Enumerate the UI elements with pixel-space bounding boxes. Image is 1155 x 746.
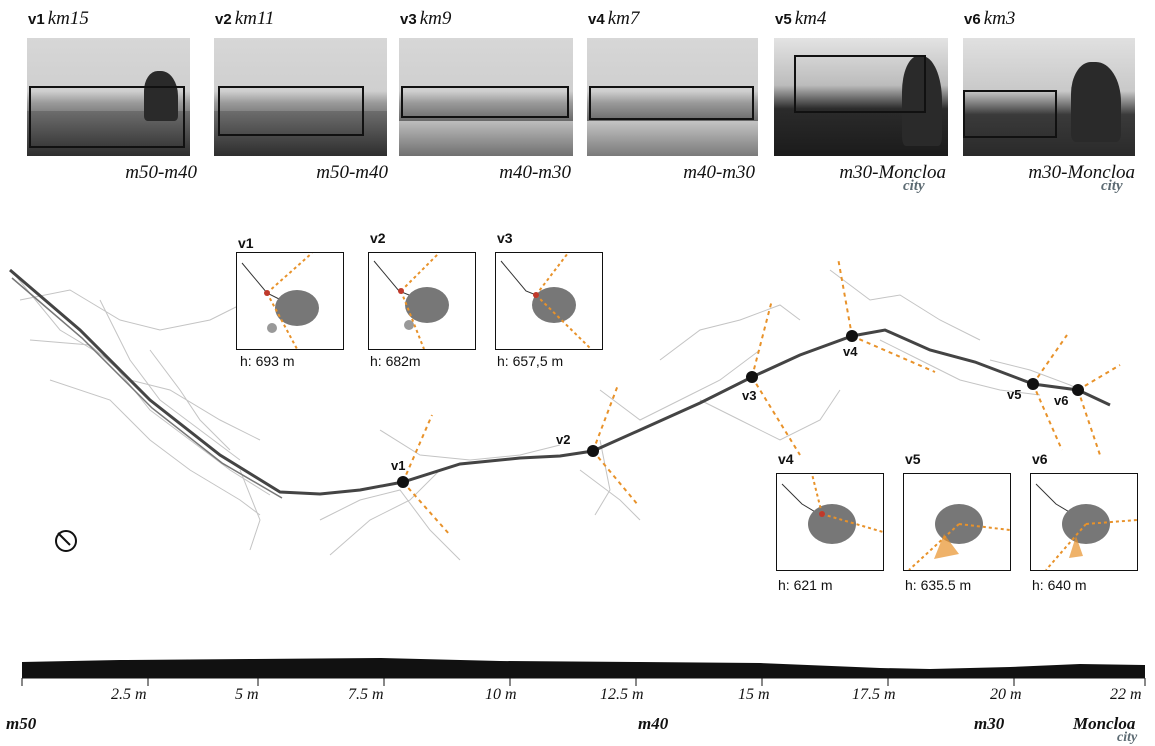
profile-tick-label: 7.5 m <box>348 686 384 703</box>
inset-title-v2: v2 <box>370 230 386 246</box>
route-map <box>9 257 1121 561</box>
inset-height-v1: h: 693 m <box>240 353 295 369</box>
street-network <box>14 269 1111 561</box>
map-label-v5: v5 <box>1007 387 1022 402</box>
inset-map-v5 <box>903 473 1011 571</box>
city-label-v5: city <box>903 178 925 194</box>
inset-map-v6 <box>1030 473 1138 571</box>
segment-label-v3: m40-m30 <box>499 162 571 183</box>
photo-v4 <box>587 38 758 156</box>
place-label-m30: m30 <box>974 714 1005 733</box>
map-label-v3: v3 <box>742 388 757 403</box>
viewpoint-markers <box>397 330 1084 488</box>
viewpoint-marker-v5 <box>1027 378 1039 390</box>
view-rays <box>402 257 1121 536</box>
inset-height-v2: h: 682m <box>370 353 421 369</box>
map-label-v6: v6 <box>1054 393 1069 408</box>
inset-map-v4 <box>776 473 884 571</box>
place-label-m50: m50 <box>6 714 37 733</box>
profile-tick-label: 5 m <box>235 686 259 703</box>
inset-map-v1 <box>236 252 344 350</box>
photo-header-v1: v1 km15 <box>28 8 89 29</box>
photo-header-v5: v5 km4 <box>775 8 827 29</box>
photo-header-v2: v2 km11 <box>215 8 275 29</box>
profile-tick-label: 15 m <box>738 686 770 703</box>
photo-header-v4: v4 km7 <box>588 8 640 29</box>
inset-title-v1: v1 <box>238 235 254 251</box>
inset-map-v2 <box>368 252 476 350</box>
photo-v6 <box>963 38 1135 156</box>
place-label-moncloa: Moncloa <box>1073 714 1136 733</box>
photo-v2 <box>214 38 387 156</box>
map-label-v1: v1 <box>391 458 406 473</box>
inset-map-v3 <box>495 252 603 350</box>
inset-title-v4: v4 <box>778 451 794 467</box>
profile-tick-label: 22 m <box>1110 686 1142 703</box>
elevation-profile <box>21 658 1146 686</box>
map-label-v4: v4 <box>843 344 858 359</box>
photo-v1 <box>27 38 190 156</box>
photo-v3 <box>399 38 573 156</box>
map-label-v2: v2 <box>556 432 571 447</box>
segment-label-v5: m30-Moncloa <box>839 162 946 183</box>
inset-height-v6: h: 640 m <box>1032 577 1087 593</box>
inset-height-v5: h: 635.5 m <box>905 577 972 593</box>
inset-height-v3: h: 657,5 m <box>497 353 564 369</box>
place-label-m40: m40 <box>638 714 669 733</box>
segment-label-v4: m40-m30 <box>683 162 755 183</box>
segment-label-v1: m50-m40 <box>125 162 197 183</box>
inset-height-v4: h: 621 m <box>778 577 833 593</box>
profile-tick-label: 17.5 m <box>852 686 896 703</box>
viewpoint-marker-v6 <box>1072 384 1084 396</box>
elevation-silhouette <box>22 658 1145 678</box>
profile-ticks <box>21 678 1146 686</box>
profile-tick-label: 10 m <box>485 686 517 703</box>
viewpoint-marker-v4 <box>846 330 858 342</box>
profile-tick-label: 2.5 m <box>111 686 147 703</box>
profile-tick-label: 20 m <box>990 686 1022 703</box>
viewpoint-marker-v2 <box>587 445 599 457</box>
photo-header-v3: v3 km9 <box>400 8 452 29</box>
city-label-v6: city <box>1101 178 1123 194</box>
profile-tick-label: 12.5 m <box>600 686 644 703</box>
inset-title-v6: v6 <box>1032 451 1048 467</box>
inset-title-v3: v3 <box>497 230 513 246</box>
segment-label-v2: m50-m40 <box>316 162 388 183</box>
place-city-label: city <box>1117 730 1138 745</box>
photo-header-v6: v6 km3 <box>964 8 1016 29</box>
segment-label-v6: m30-Moncloa <box>1028 162 1135 183</box>
viewpoint-marker-v3 <box>746 371 758 383</box>
photo-v5 <box>774 38 948 156</box>
inset-title-v5: v5 <box>905 451 921 467</box>
compass-icon <box>55 530 77 552</box>
viewpoint-marker-v1 <box>397 476 409 488</box>
